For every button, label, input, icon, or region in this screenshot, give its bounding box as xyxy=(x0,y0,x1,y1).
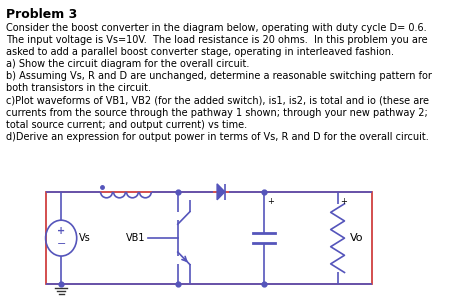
Text: c)Plot waveforms of VB1, VB2 (for the added switch), is1, is2, is total and io (: c)Plot waveforms of VB1, VB2 (for the ad… xyxy=(6,95,429,106)
Text: VB1: VB1 xyxy=(126,233,146,243)
Text: d)Derive an expression for output power in terms of Vs, R and D for the overall : d)Derive an expression for output power … xyxy=(6,132,428,142)
Text: −: − xyxy=(56,239,66,249)
Text: b) Assuming Vs, R and D are unchanged, determine a reasonable switching pattern : b) Assuming Vs, R and D are unchanged, d… xyxy=(6,71,432,81)
Bar xyxy=(46,192,372,284)
Text: Vo: Vo xyxy=(350,233,363,243)
Text: Consider the boost converter in the diagram below, operating with duty cycle D= : Consider the boost converter in the diag… xyxy=(6,23,427,33)
Text: both transistors in the circuit.: both transistors in the circuit. xyxy=(6,83,151,93)
Text: asked to add a parallel boost converter stage, operating in interleaved fashion.: asked to add a parallel boost converter … xyxy=(6,47,394,57)
Text: +: + xyxy=(340,197,347,206)
Text: currents from the source through the pathway 1 shown; through your new pathway 2: currents from the source through the pat… xyxy=(6,108,428,118)
Text: Problem 3: Problem 3 xyxy=(6,8,77,21)
Text: Vs: Vs xyxy=(79,233,91,243)
Text: a) Show the circuit diagram for the overall circuit.: a) Show the circuit diagram for the over… xyxy=(6,59,249,69)
Text: +: + xyxy=(57,226,65,236)
Text: total source current; and output current) vs time.: total source current; and output current… xyxy=(6,120,247,130)
Text: +: + xyxy=(267,197,273,206)
Text: The input voltage is Vs=10V.  The load resistance is 20 ohms.  In this problem y: The input voltage is Vs=10V. The load re… xyxy=(6,35,428,45)
Polygon shape xyxy=(217,184,225,200)
